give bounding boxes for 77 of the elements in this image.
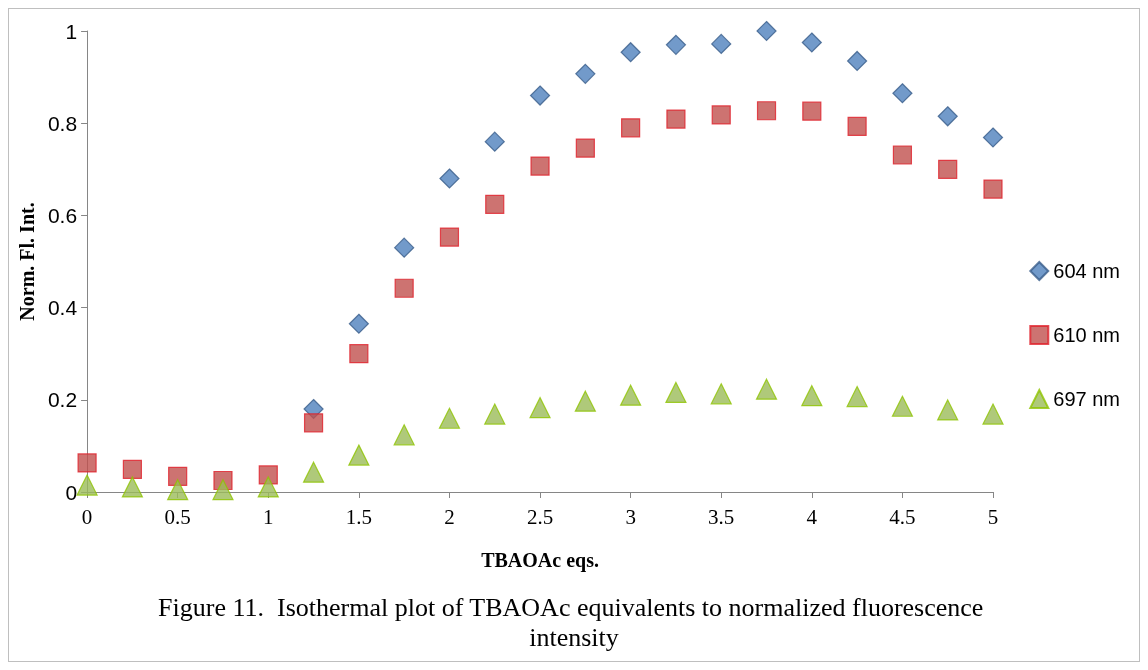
point	[394, 278, 414, 298]
point	[167, 479, 189, 501]
x-tick-label: 4	[806, 504, 818, 529]
point	[710, 383, 732, 405]
point	[891, 395, 914, 417]
x-tick-label: 2	[444, 504, 455, 529]
point	[846, 385, 868, 408]
x-tick-label: 3.5	[708, 504, 735, 529]
point	[575, 138, 595, 158]
point	[394, 237, 415, 258]
point	[938, 159, 958, 179]
point	[802, 101, 822, 121]
point	[982, 127, 1004, 148]
point	[620, 42, 641, 63]
point	[847, 50, 868, 72]
point	[212, 479, 234, 501]
point	[711, 33, 732, 55]
point	[438, 407, 461, 429]
x-tick-label: 1.5	[345, 504, 372, 529]
point	[484, 131, 505, 152]
text: Figure 11. Isothermal plot of TBAOAc equivalents to normalized fluorescence intensity	[158, 592, 990, 652]
point	[575, 63, 596, 84]
point	[666, 109, 686, 129]
point	[801, 32, 822, 53]
point	[302, 461, 325, 483]
x-tick-label: 3	[625, 504, 636, 529]
point	[665, 381, 687, 404]
point	[620, 384, 642, 406]
y-tick-label: 1	[65, 19, 78, 43]
point	[121, 476, 143, 498]
point	[485, 194, 505, 214]
point	[349, 344, 369, 364]
point	[484, 403, 506, 425]
x-tick-label: 0.5	[164, 504, 191, 529]
point	[982, 403, 1004, 425]
point	[530, 156, 550, 176]
legend-label: 610 nm	[1053, 324, 1121, 346]
x-tick-label: 5	[987, 504, 999, 529]
x-axis-title: TBAOAc eqs.	[481, 549, 599, 572]
point	[574, 390, 596, 412]
point	[77, 453, 97, 473]
point	[76, 474, 98, 496]
point	[257, 476, 279, 498]
point	[847, 116, 867, 137]
point	[168, 466, 188, 486]
point	[348, 444, 370, 466]
point	[665, 34, 687, 55]
point	[892, 83, 913, 104]
point	[756, 20, 777, 42]
point	[303, 413, 324, 433]
point	[801, 385, 823, 407]
y-tick-label: 0	[65, 480, 78, 504]
point	[439, 227, 460, 247]
y-tick-label: 0.4	[47, 296, 78, 320]
x-tick-label: 4.5	[889, 504, 916, 529]
x-tick-label: 2.5	[526, 504, 554, 529]
y-axis-title: Norm. Fl. Int.	[16, 202, 38, 321]
y-tick-label: 0.8	[47, 111, 78, 135]
point	[621, 118, 641, 138]
point	[937, 106, 958, 127]
point	[756, 101, 777, 121]
point	[529, 397, 551, 419]
point	[529, 85, 551, 106]
point	[937, 399, 959, 421]
point	[892, 145, 913, 165]
point	[348, 313, 369, 334]
legend-label: 697 nm	[1053, 388, 1121, 410]
legend-label: 604 nm	[1053, 260, 1121, 282]
point	[122, 459, 142, 480]
point	[755, 378, 778, 400]
point	[983, 179, 1003, 199]
point	[711, 105, 731, 125]
point	[393, 424, 415, 446]
y-tick-label: 0.6	[47, 203, 78, 227]
point	[439, 168, 460, 189]
y-tick-label: 0.2	[47, 388, 78, 412]
x-tick-label: 1	[263, 504, 274, 529]
